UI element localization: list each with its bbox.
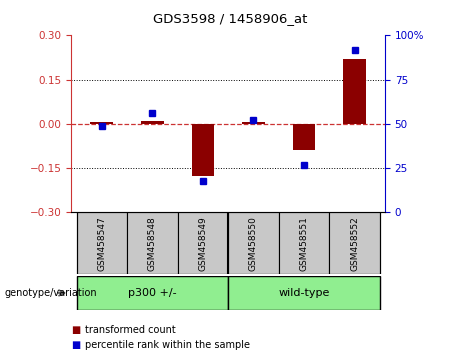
Text: ■: ■ bbox=[71, 325, 81, 335]
Bar bbox=[77, 276, 228, 310]
Bar bbox=[228, 212, 279, 274]
Text: GSM458551: GSM458551 bbox=[300, 216, 308, 271]
Text: transformed count: transformed count bbox=[85, 325, 176, 335]
Text: GSM458552: GSM458552 bbox=[350, 216, 359, 271]
Text: GSM458548: GSM458548 bbox=[148, 216, 157, 271]
Bar bbox=[177, 212, 228, 274]
Text: genotype/variation: genotype/variation bbox=[5, 288, 97, 298]
Text: ■: ■ bbox=[71, 340, 81, 350]
Bar bbox=[90, 122, 113, 124]
Text: GDS3598 / 1458906_at: GDS3598 / 1458906_at bbox=[154, 12, 307, 25]
Bar bbox=[141, 121, 164, 124]
Bar bbox=[329, 212, 380, 274]
Bar bbox=[191, 124, 214, 176]
Text: GSM458549: GSM458549 bbox=[198, 216, 207, 271]
Bar bbox=[127, 212, 177, 274]
Bar bbox=[77, 212, 127, 274]
Bar bbox=[293, 124, 315, 150]
Bar bbox=[228, 276, 380, 310]
Bar bbox=[343, 59, 366, 124]
Text: wild-type: wild-type bbox=[278, 288, 330, 298]
Text: p300 +/-: p300 +/- bbox=[128, 288, 177, 298]
Bar bbox=[242, 122, 265, 124]
Text: GSM458550: GSM458550 bbox=[249, 216, 258, 271]
Text: percentile rank within the sample: percentile rank within the sample bbox=[85, 340, 250, 350]
Bar bbox=[279, 212, 329, 274]
Text: GSM458547: GSM458547 bbox=[97, 216, 106, 271]
